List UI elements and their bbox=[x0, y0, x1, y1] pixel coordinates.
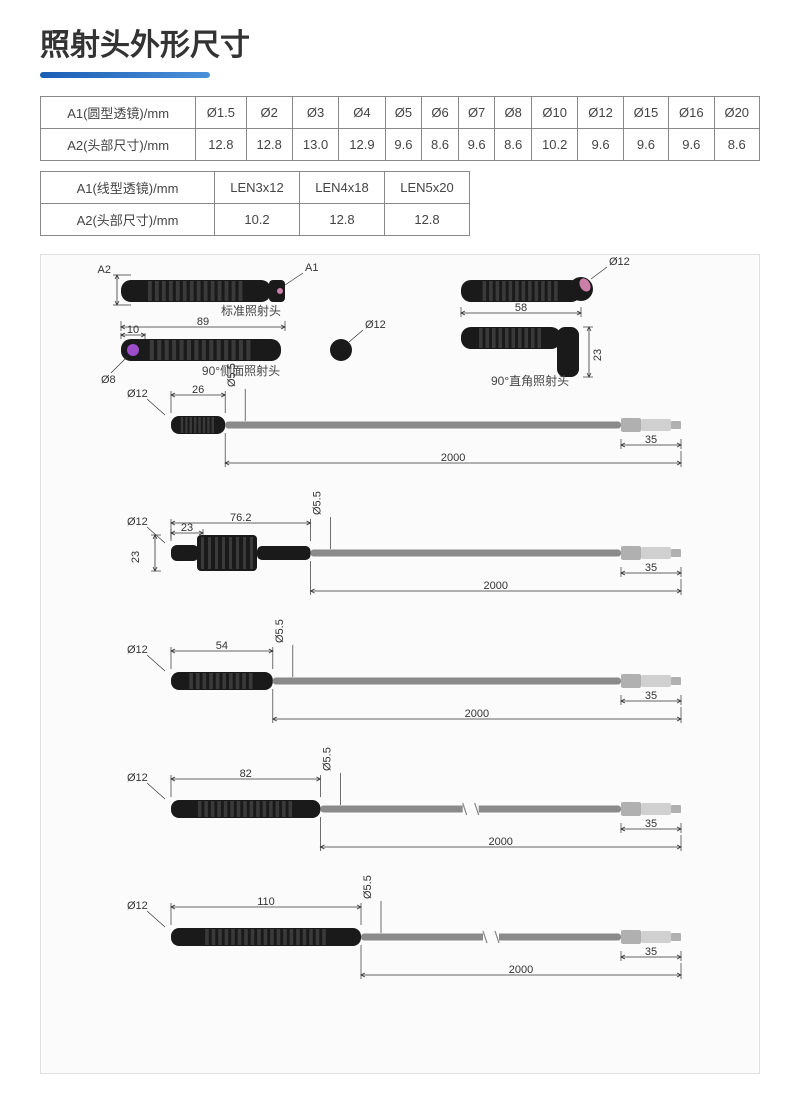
row-header: A1(圆型透镜)/mm bbox=[41, 97, 196, 129]
cell: 9.6 bbox=[385, 129, 422, 161]
cell: Ø7 bbox=[458, 97, 495, 129]
cell: 10.2 bbox=[532, 129, 578, 161]
svg-text:2000: 2000 bbox=[509, 964, 533, 976]
svg-text:58: 58 bbox=[515, 302, 527, 314]
svg-text:Ø12: Ø12 bbox=[127, 516, 148, 528]
title-underline bbox=[40, 72, 210, 78]
svg-text:Ø5.5: Ø5.5 bbox=[312, 491, 324, 515]
table-row: A2(头部尺寸)/mm 12.8 12.8 13.0 12.9 9.6 8.6 … bbox=[41, 129, 760, 161]
cell: Ø5 bbox=[385, 97, 422, 129]
cell: Ø6 bbox=[422, 97, 459, 129]
svg-text:23: 23 bbox=[181, 522, 193, 534]
svg-text:A1: A1 bbox=[305, 262, 318, 274]
table-row: A2(头部尺寸)/mm 10.2 12.8 12.8 bbox=[41, 204, 470, 236]
cell: LEN3x12 bbox=[215, 172, 300, 204]
svg-text:90°直角照射头: 90°直角照射头 bbox=[491, 373, 569, 388]
cell: 12.9 bbox=[339, 129, 385, 161]
cell: 12.8 bbox=[300, 204, 385, 236]
cell: Ø1.5 bbox=[196, 97, 246, 129]
cell: 13.0 bbox=[292, 129, 338, 161]
cell: 12.8 bbox=[385, 204, 470, 236]
svg-text:89: 89 bbox=[197, 316, 209, 328]
cell: 12.8 bbox=[196, 129, 246, 161]
dimension-diagram: A2 A1 标准照射头 89 10 Ø8 90°侧面照射头 Ø12 Ø12 58 23 90°直角照射… bbox=[40, 254, 760, 1074]
svg-text:Ø12: Ø12 bbox=[127, 644, 148, 656]
cell: 9.6 bbox=[623, 129, 668, 161]
lens-table-round: A1(圆型透镜)/mm Ø1.5 Ø2 Ø3 Ø4 Ø5 Ø6 Ø7 Ø8 Ø1… bbox=[40, 96, 760, 161]
svg-text:54: 54 bbox=[216, 640, 228, 652]
diagram-svg: A2 A1 标准照射头 89 10 Ø8 90°侧面照射头 Ø12 Ø12 58 23 90°直角照射… bbox=[41, 255, 761, 1075]
svg-text:A2: A2 bbox=[98, 264, 111, 276]
svg-text:35: 35 bbox=[645, 818, 657, 830]
svg-text:2000: 2000 bbox=[488, 836, 512, 848]
section-title: 照射头外形尺寸 bbox=[40, 20, 760, 64]
svg-text:35: 35 bbox=[645, 562, 657, 574]
svg-text:2000: 2000 bbox=[441, 452, 465, 464]
cell: LEN5x20 bbox=[385, 172, 470, 204]
row-header: A2(头部尺寸)/mm bbox=[41, 129, 196, 161]
cell: Ø15 bbox=[623, 97, 668, 129]
cell: Ø16 bbox=[669, 97, 714, 129]
cell: Ø12 bbox=[578, 97, 623, 129]
cell: 10.2 bbox=[215, 204, 300, 236]
cell: 8.6 bbox=[495, 129, 532, 161]
cell: Ø20 bbox=[714, 97, 760, 129]
svg-text:110: 110 bbox=[257, 896, 275, 908]
cell: 9.6 bbox=[578, 129, 623, 161]
svg-text:82: 82 bbox=[240, 768, 252, 780]
section-header: 照射头外形尺寸 bbox=[40, 20, 760, 78]
svg-text:Ø5.5: Ø5.5 bbox=[274, 619, 286, 643]
svg-text:35: 35 bbox=[645, 946, 657, 958]
svg-text:26: 26 bbox=[192, 384, 204, 396]
svg-text:Ø12: Ø12 bbox=[127, 772, 148, 784]
row-header: A2(头部尺寸)/mm bbox=[41, 204, 215, 236]
svg-text:Ø5.5: Ø5.5 bbox=[226, 363, 238, 387]
cell: Ø10 bbox=[532, 97, 578, 129]
cell: 12.8 bbox=[246, 129, 292, 161]
cell: LEN4x18 bbox=[300, 172, 385, 204]
cell: Ø3 bbox=[292, 97, 338, 129]
table-row: A1(线型透镜)/mm LEN3x12 LEN4x18 LEN5x20 bbox=[41, 172, 470, 204]
row-header: A1(线型透镜)/mm bbox=[41, 172, 215, 204]
svg-text:Ø12: Ø12 bbox=[365, 319, 386, 331]
svg-text:Ø12: Ø12 bbox=[127, 900, 148, 912]
svg-text:Ø12: Ø12 bbox=[609, 256, 630, 268]
svg-text:35: 35 bbox=[645, 434, 657, 446]
svg-text:10: 10 bbox=[127, 324, 139, 336]
lens-table-line: A1(线型透镜)/mm LEN3x12 LEN4x18 LEN5x20 A2(头… bbox=[40, 171, 470, 236]
cell: 8.6 bbox=[714, 129, 760, 161]
svg-text:76.2: 76.2 bbox=[230, 512, 251, 524]
svg-text:2000: 2000 bbox=[484, 580, 508, 592]
cell: 9.6 bbox=[458, 129, 495, 161]
cell: 9.6 bbox=[669, 129, 714, 161]
cell: Ø4 bbox=[339, 97, 385, 129]
svg-text:35: 35 bbox=[645, 690, 657, 702]
svg-text:23: 23 bbox=[592, 349, 604, 361]
cell: Ø2 bbox=[246, 97, 292, 129]
svg-text:Ø8: Ø8 bbox=[101, 374, 116, 386]
svg-text:90°侧面照射头: 90°侧面照射头 bbox=[202, 363, 280, 378]
svg-text:2000: 2000 bbox=[465, 708, 489, 720]
svg-text:Ø5.5: Ø5.5 bbox=[321, 747, 333, 771]
svg-text:23: 23 bbox=[130, 551, 142, 563]
table-row: A1(圆型透镜)/mm Ø1.5 Ø2 Ø3 Ø4 Ø5 Ø6 Ø7 Ø8 Ø1… bbox=[41, 97, 760, 129]
svg-text:Ø5.5: Ø5.5 bbox=[362, 875, 374, 899]
svg-text:Ø12: Ø12 bbox=[127, 388, 148, 400]
svg-text:标准照射头: 标准照射头 bbox=[221, 303, 281, 318]
cell: 8.6 bbox=[422, 129, 459, 161]
cell: Ø8 bbox=[495, 97, 532, 129]
